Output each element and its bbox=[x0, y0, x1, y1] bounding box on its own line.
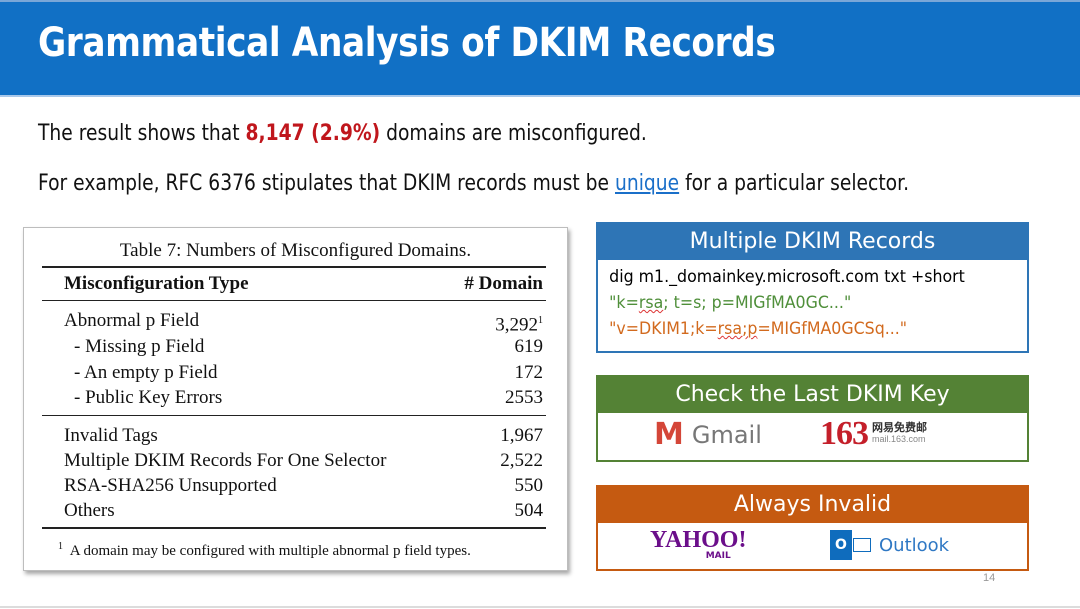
row-label: Others bbox=[64, 500, 115, 521]
netease-cn-text: 网易免费邮 bbox=[872, 422, 927, 434]
row-label: - An empty p Field bbox=[74, 362, 218, 383]
misconfigured-count: 8,147 (2.9%) bbox=[245, 121, 381, 146]
row-value: 3,2921 bbox=[495, 314, 543, 336]
row-value: 619 bbox=[514, 336, 544, 357]
table-row: - Public Key Errors 2553 bbox=[64, 386, 543, 410]
misconfig-table: Table 7: Numbers of Misconfigured Domain… bbox=[23, 227, 568, 571]
bottom-divider bbox=[0, 606, 1080, 608]
netease-163-logo: 163 网易免费邮 mail.163.com bbox=[820, 415, 927, 453]
netease-url: mail.163.com bbox=[872, 434, 926, 444]
result-statement: The result shows that 8,147 (2.9%) domai… bbox=[38, 121, 647, 146]
table-row: Invalid Tags 1,967 bbox=[64, 424, 543, 448]
box-title: Check the Last DKIM Key bbox=[598, 377, 1027, 413]
table-row: Multiple DKIM Records For One Selector 2… bbox=[64, 449, 543, 473]
multiple-dkim-box: Multiple DKIM Records dig m1._domainkey.… bbox=[596, 222, 1029, 353]
top-rule bbox=[42, 266, 546, 268]
yahoo-mail-text: MAIL bbox=[705, 551, 731, 561]
gmail-icon: M bbox=[654, 417, 684, 452]
record-1: "k=rsa; t=s; p=MIGfMA0GC..." bbox=[609, 293, 852, 313]
row-label: - Public Key Errors bbox=[74, 387, 223, 408]
check-last-key-box: Check the Last DKIM Key M Gmail 163 网易免费… bbox=[596, 375, 1029, 462]
yahoo-icon: YAHOO! bbox=[650, 527, 747, 553]
table-footnote: 1 A domain may be configured with multip… bbox=[58, 541, 471, 559]
netease-163-icon: 163 bbox=[820, 415, 869, 452]
box-title: Multiple DKIM Records bbox=[598, 224, 1027, 260]
title-bar: Grammatical Analysis of DKIM Records bbox=[0, 0, 1080, 97]
header-type: Misconfiguration Type bbox=[64, 273, 249, 294]
row-label: Multiple DKIM Records For One Selector bbox=[64, 450, 387, 471]
row-value: 2,522 bbox=[500, 450, 543, 471]
always-invalid-box: Always Invalid YAHOO! MAIL O Outlook bbox=[596, 485, 1029, 571]
row-value: 2553 bbox=[505, 387, 543, 408]
row-label: Invalid Tags bbox=[64, 425, 158, 446]
result-suffix: domains are misconfigured. bbox=[380, 121, 647, 146]
gmail-logo: M Gmail bbox=[654, 417, 762, 452]
dig-command: dig m1._domainkey.microsoft.com txt +sho… bbox=[598, 260, 997, 342]
table-row: Others 504 bbox=[64, 499, 543, 523]
outlook-icon: O bbox=[830, 530, 852, 560]
page-number: 14 bbox=[983, 572, 996, 584]
header-domain: # Domain bbox=[464, 273, 543, 294]
table-row: - An empty p Field 172 bbox=[64, 361, 543, 385]
slide-title: Grammatical Analysis of DKIM Records bbox=[38, 20, 776, 66]
box-title: Always Invalid bbox=[598, 487, 1027, 523]
table-row: - Missing p Field 619 bbox=[64, 335, 543, 359]
unique-link[interactable]: unique bbox=[615, 171, 680, 196]
row-label: - Missing p Field bbox=[74, 336, 205, 357]
outlook-logo: O Outlook bbox=[830, 530, 949, 560]
table-row: Abnormal p Field 3,2921 bbox=[64, 309, 543, 335]
result-prefix: The result shows that bbox=[38, 121, 246, 146]
rfc-suffix: for a particular selector. bbox=[679, 171, 910, 196]
command-text: dig m1._domainkey.microsoft.com txt +sho… bbox=[609, 267, 965, 287]
yahoo-mail-logo: YAHOO! MAIL bbox=[650, 527, 747, 561]
table-header: Misconfiguration Type # Domain bbox=[64, 272, 543, 296]
rfc-statement: For example, RFC 6376 stipulates that DK… bbox=[38, 171, 909, 196]
envelope-icon bbox=[853, 538, 871, 552]
row-value: 172 bbox=[514, 362, 544, 383]
mid-rule bbox=[42, 300, 546, 301]
row-value: 1,967 bbox=[500, 425, 543, 446]
row-value: 550 bbox=[514, 475, 544, 496]
row-label: Abnormal p Field bbox=[64, 310, 200, 331]
row-value: 504 bbox=[514, 500, 544, 521]
table-caption: Table 7: Numbers of Misconfigured Domain… bbox=[119, 240, 472, 261]
rfc-prefix: For example, RFC 6376 stipulates that DK… bbox=[38, 171, 616, 196]
outlook-text: Outlook bbox=[879, 534, 950, 556]
group-rule bbox=[42, 415, 546, 416]
record-2: "v=DKIM1;k=rsa;p=MIGfMA0GCSq..." bbox=[609, 319, 908, 339]
row-label: RSA-SHA256 Unsupported bbox=[64, 475, 277, 496]
bottom-rule bbox=[42, 527, 546, 529]
gmail-text: Gmail bbox=[691, 420, 762, 449]
table-row: RSA-SHA256 Unsupported 550 bbox=[64, 474, 543, 498]
